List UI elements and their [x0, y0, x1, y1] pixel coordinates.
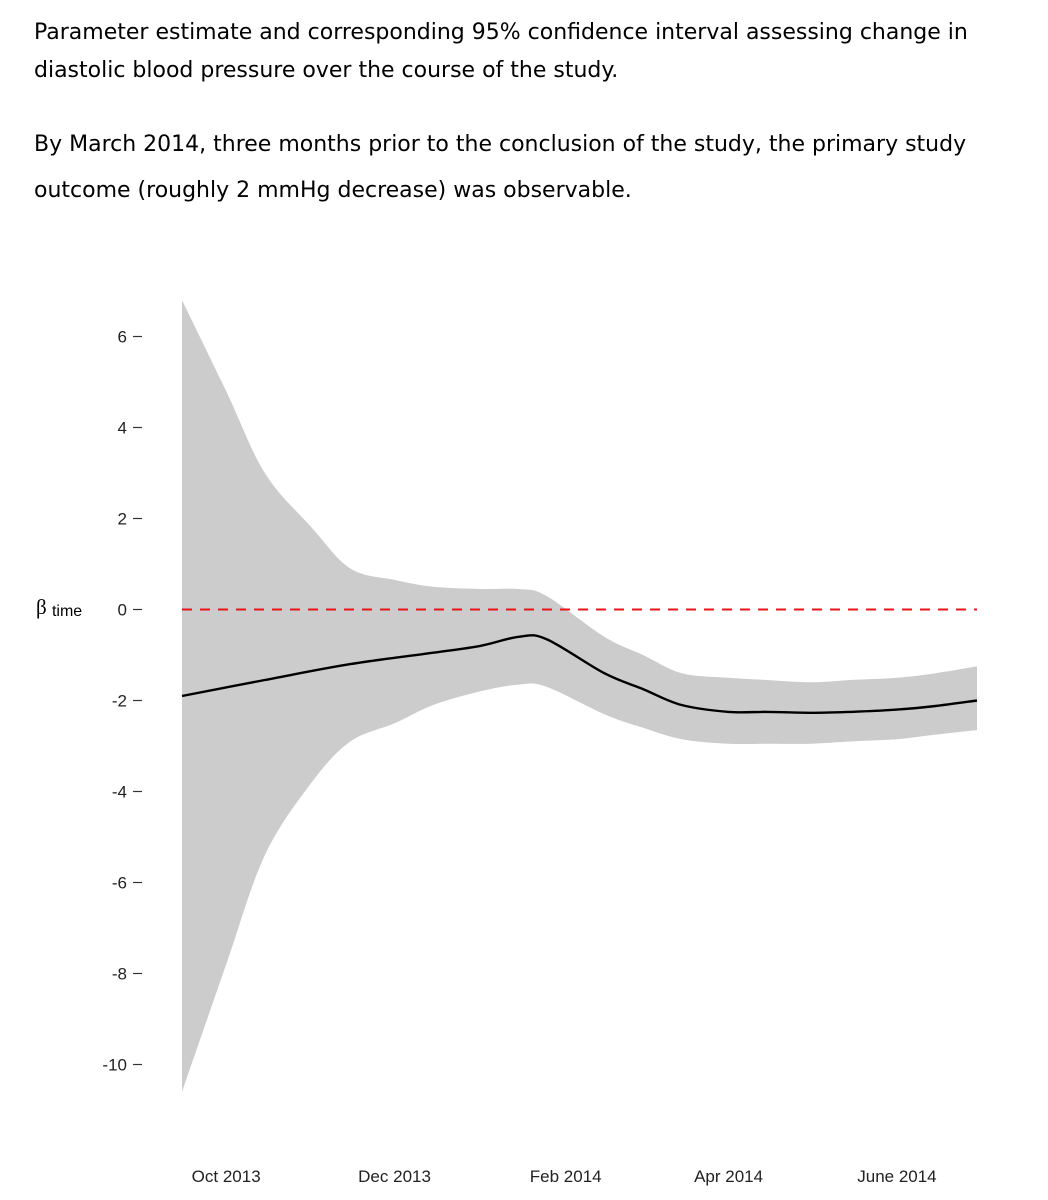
y-tick-label: 0 [118, 601, 127, 620]
estimate-layer [181, 634, 978, 715]
y-axis-label-symbol: β [36, 595, 47, 619]
y-tick-label: -6 [112, 874, 127, 893]
y-axis: 6 4 2 0 -2 -4 -6 -8 -10 [102, 328, 142, 1075]
x-tick-label: June 2014 [857, 1167, 936, 1186]
y-tick-label: 6 [118, 328, 127, 347]
y-tick-label: 2 [118, 510, 127, 529]
x-tick-label: Apr 2014 [694, 1167, 763, 1186]
y-tick-label: 4 [118, 419, 127, 438]
y-tick-label: -2 [112, 692, 127, 711]
x-tick-label: Feb 2014 [530, 1167, 602, 1186]
x-tick-label: Oct 2013 [192, 1167, 261, 1186]
confidence-band [182, 300, 977, 1092]
y-tick-label: -8 [112, 965, 127, 984]
y-axis-label-subscript: time [52, 603, 82, 620]
x-tick-label: Dec 2013 [358, 1167, 431, 1186]
y-tick-label: -4 [112, 783, 127, 802]
y-tick-label: -10 [102, 1056, 127, 1075]
x-axis: Oct 2013 Dec 2013 Feb 2014 Apr 2014 June 201… [192, 1167, 937, 1186]
y-axis-label: β time [36, 595, 82, 620]
estimate-line [181, 634, 978, 715]
ci-layer [182, 300, 977, 1092]
figure-summary: By March 2014, three months prior to the… [34, 132, 967, 203]
figure-caption: Parameter estimate and corresponding 95%… [34, 20, 968, 83]
